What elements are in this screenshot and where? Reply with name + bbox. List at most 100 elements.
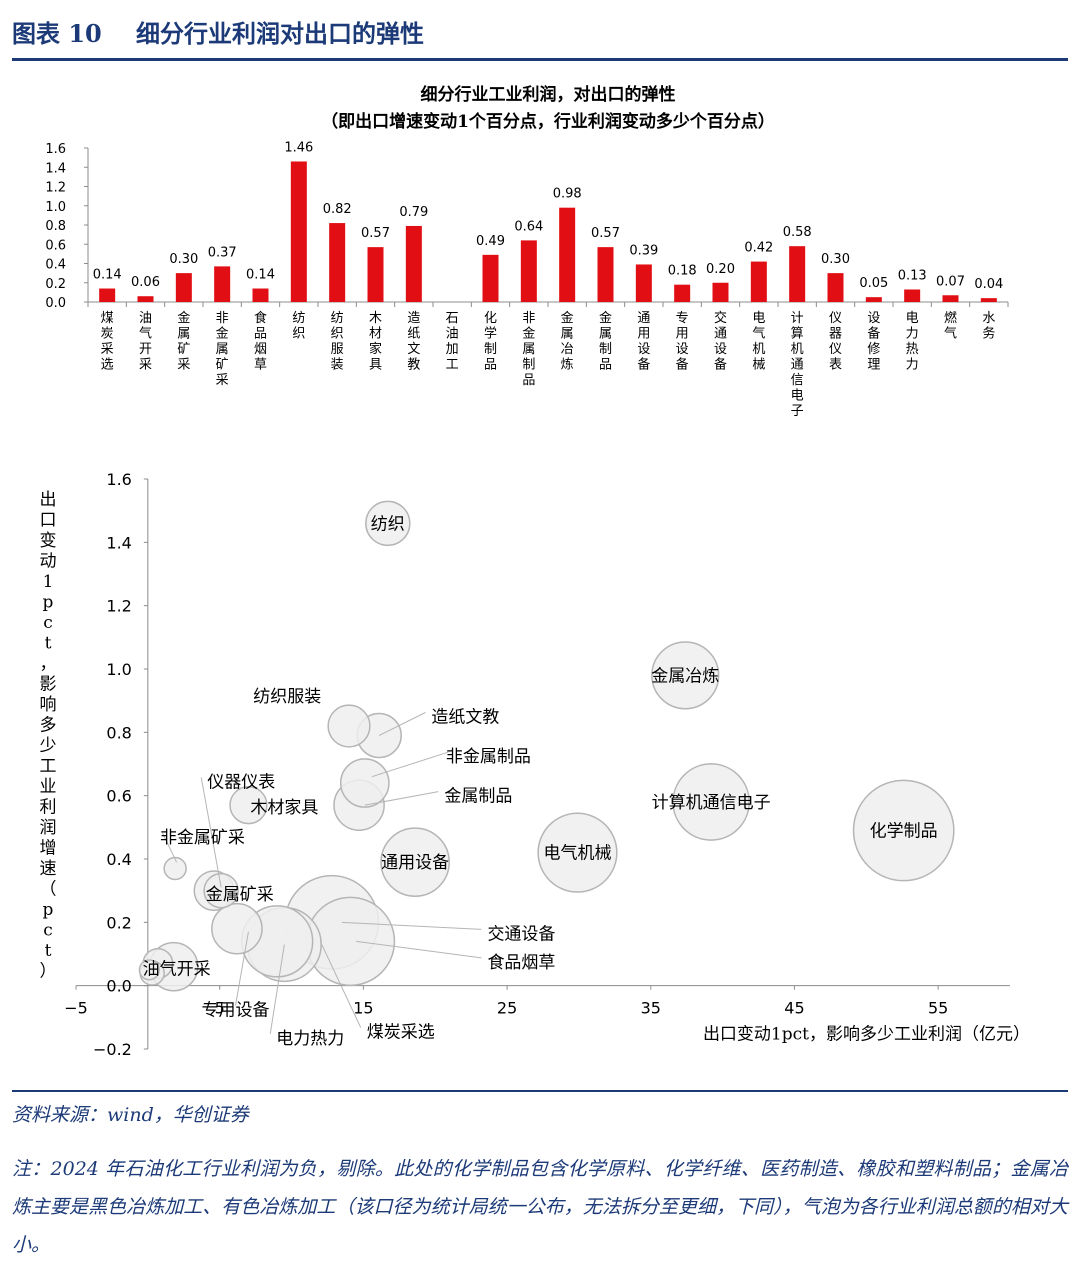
bar — [980, 298, 997, 302]
bubble-label: 纺织 — [371, 514, 405, 534]
bar-category-label: 化学制品 — [484, 311, 497, 373]
bubble-仪器仪表 — [203, 872, 239, 909]
bar-value-label: 0.05 — [859, 276, 888, 291]
bar — [214, 266, 231, 302]
bar — [750, 261, 767, 302]
bubble-leader-line — [341, 921, 482, 930]
bubble-label: 计算机通信电子 — [652, 793, 771, 813]
bubble-leader-line — [371, 751, 449, 778]
bar — [405, 225, 422, 302]
bar-category-label: 金属制品 — [599, 310, 612, 373]
bar-value-label: 0.42 — [744, 241, 773, 256]
bubble-label: 交通设备 — [487, 924, 555, 944]
bar-category-label: 金属冶炼 — [561, 310, 574, 373]
bubble-leader-line — [378, 712, 426, 736]
bar-category-label: 计算机通信电子 — [791, 311, 804, 419]
bar-y-tick-label: 0.4 — [45, 258, 66, 273]
bar-y-tick-label: 0.2 — [45, 277, 66, 292]
bubble-y-tick-label: 1.6 — [106, 470, 131, 489]
bubble-label: 木材家具 — [250, 798, 318, 818]
bubble-leader-line — [364, 791, 439, 806]
bar — [827, 273, 844, 302]
bubble-label: 化学制品 — [870, 822, 938, 842]
bubble-y-tick-label: 1.0 — [106, 660, 131, 679]
bubble-y-axis-title: 出口变动 1 p c t ，影响多少工业利润增速（ p c t） — [40, 490, 57, 982]
bubble-leader-line — [161, 832, 178, 863]
footer-rule — [12, 1090, 1068, 1092]
bar-value-label: 0.98 — [553, 187, 582, 202]
bar-value-label: 0.14 — [93, 268, 122, 283]
bar-category-label: 电气机械 — [752, 311, 765, 373]
bubble-label: 金属矿采 — [206, 885, 274, 905]
bubble-label: 非金属制品 — [446, 747, 531, 767]
bubble-y-tick-label: 1.2 — [106, 597, 131, 616]
bar-category-label: 石油加工 — [446, 311, 459, 373]
bar-value-label: 0.04 — [974, 277, 1003, 292]
bar — [904, 289, 921, 302]
bar-chart-title: 细分行业工业利润，对出口的弹性 — [421, 84, 676, 105]
bar — [865, 297, 882, 302]
bar-y-tick-label: 0.8 — [45, 219, 66, 234]
bubble-chart: −0.2 0.0 0.2 0.4 0.6 0.8 1.0 1.2 1.4 1.6 −5 5 15 25 35… — [40, 470, 1031, 1059]
bar — [597, 247, 614, 302]
bubble-x-tick-label: 45 — [784, 999, 804, 1018]
bar-category-label: 煤炭采选 — [101, 311, 114, 373]
bar-value-label: 0.37 — [208, 245, 237, 260]
bubble-木材家具 — [229, 786, 268, 825]
bar-value-label: 0.57 — [361, 226, 390, 241]
bar-category-label: 燃气 — [944, 310, 957, 342]
bar-chart: 细分行业工业利润，对出口的弹性 （即出口增速变动1个百分点，行业利润变动多少个百分… — [45, 84, 1009, 419]
bubble-通用设备 — [380, 827, 450, 897]
bar-category-label: 非金属制品 — [522, 311, 535, 388]
bar — [712, 282, 729, 302]
bubble-label: 食品烟草 — [487, 953, 555, 973]
bubble-非金属矿采 — [163, 856, 187, 881]
bubble-label: 纺织服装 — [253, 687, 321, 707]
bar-value-label: 0.06 — [131, 275, 160, 290]
bar-category-label: 纺织服装 — [331, 311, 344, 373]
bar-y-tick-label: 1.4 — [45, 161, 66, 176]
bubble-非金属制品 — [339, 758, 390, 808]
bar-category-label: 纺织 — [292, 311, 305, 342]
bar-y-tick-label: 0.6 — [45, 238, 66, 253]
bar-category-label: 油气开采 — [139, 311, 152, 373]
bar-value-label: 0.64 — [514, 219, 543, 234]
bar — [482, 254, 499, 302]
bar — [175, 273, 192, 302]
figure-header: 图表 10 细分行业利润对出口的弹性 — [12, 10, 1068, 58]
header-rule — [12, 58, 1068, 61]
bar — [367, 247, 384, 302]
bubble-x-tick-label: 35 — [641, 999, 661, 1018]
bubble-leader-line — [356, 940, 482, 959]
bar — [137, 296, 154, 302]
bar — [942, 295, 959, 302]
bar-category-label: 造纸文教 — [407, 311, 420, 373]
bubble-label: 金属制品 — [444, 787, 512, 807]
bubble-设备修理 — [138, 959, 160, 981]
bubble-y-tick-label: 0.6 — [106, 787, 131, 806]
note-text: 注：2024 年石油化工行业利润为负，剔除。此处的化学制品包含化学原料、化学纤维… — [12, 1158, 1068, 1256]
bar-category-label: 仪器仪表 — [829, 311, 842, 373]
bubble-x-tick-label: 5 — [215, 999, 225, 1018]
bar-category-label: 设备修理 — [867, 311, 880, 373]
bubble-x-tick-label: 25 — [497, 999, 517, 1018]
bar-category-label: 交通设备 — [714, 310, 727, 373]
bar-category-label: 水务 — [982, 311, 995, 342]
bubble-y-tick-label: 0.8 — [106, 723, 131, 742]
bar-value-label: 0.18 — [668, 264, 697, 279]
bubble-x-axis-title: 出口变动1pct，影响多少工业利润（亿元） — [703, 1025, 1030, 1045]
bubble-leader-line — [200, 777, 222, 888]
bubble-leader-line — [269, 944, 285, 1034]
bar — [290, 161, 307, 302]
bar-value-label: 0.82 — [323, 202, 352, 217]
bar-value-label: 0.07 — [936, 274, 965, 289]
figure-number: 图表 10 — [12, 19, 102, 48]
source-text: 资料来源：wind，华创证券 — [12, 1104, 249, 1126]
bar-value-label: 0.30 — [169, 252, 198, 267]
bar-value-label: 0.14 — [246, 268, 275, 283]
bubble-label: 通用设备 — [381, 853, 449, 873]
bubble-y-tick-label: 0.4 — [106, 850, 131, 869]
bar-category-label: 食品烟草 — [254, 310, 267, 373]
bar-value-label: 0.58 — [783, 225, 812, 240]
bubble-label: 金属冶炼 — [651, 666, 719, 686]
